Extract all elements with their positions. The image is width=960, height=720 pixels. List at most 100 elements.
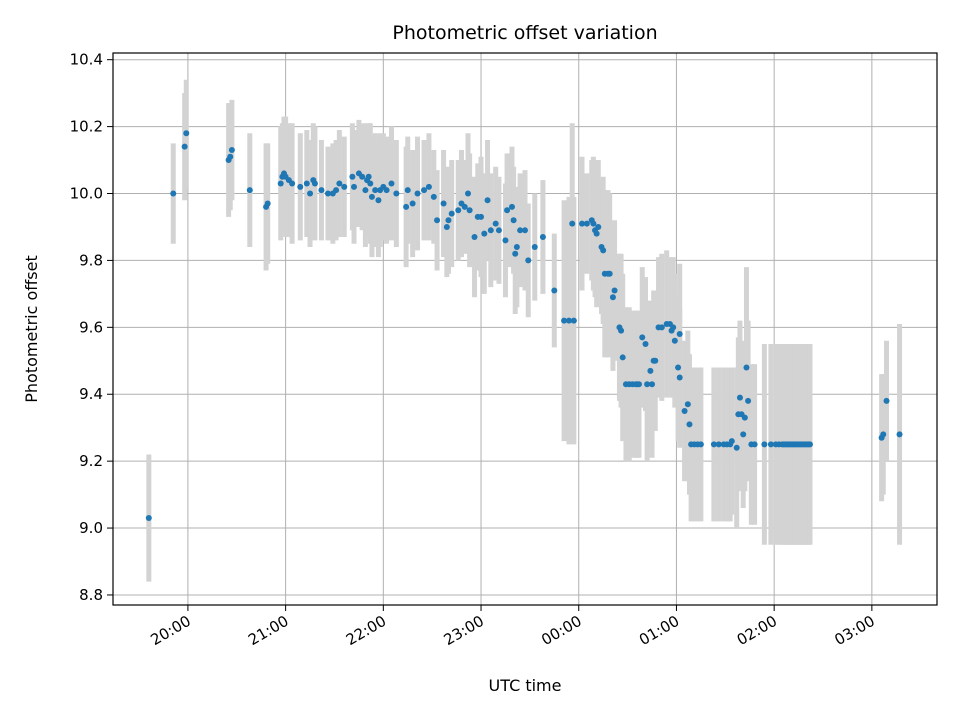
data-point <box>639 334 646 341</box>
x-tick-label: 23:00 <box>441 612 487 649</box>
x-tick-label: 21:00 <box>245 612 291 649</box>
chart-title: Photometric offset variation <box>392 22 657 44</box>
data-point <box>565 317 572 324</box>
data-point <box>289 180 296 187</box>
data-point <box>403 203 410 210</box>
data-point <box>561 317 568 324</box>
data-point <box>635 381 642 388</box>
data-point <box>434 217 441 224</box>
data-point <box>430 193 437 200</box>
data-point <box>404 187 411 194</box>
data-point <box>145 515 152 522</box>
data-point <box>740 431 747 438</box>
data-point <box>647 367 654 374</box>
data-point <box>539 234 546 240</box>
data-point <box>388 180 395 187</box>
data-point <box>642 341 649 348</box>
data-point <box>606 270 613 277</box>
data-point <box>362 187 369 194</box>
data-point <box>227 153 234 160</box>
y-axis-title: Photometric offset <box>22 255 41 403</box>
error-bars <box>146 79 903 582</box>
data-point <box>736 394 743 401</box>
data-point <box>751 441 758 448</box>
x-tick-label: 20:00 <box>147 612 193 649</box>
data-point <box>170 190 177 197</box>
data-point <box>896 431 903 438</box>
data-point <box>478 213 485 220</box>
data-point <box>307 190 314 197</box>
y-tick-label: 9.8 <box>79 251 103 269</box>
data-point <box>318 187 325 194</box>
data-point <box>508 203 515 210</box>
data-point <box>471 234 478 240</box>
data-point <box>303 180 310 187</box>
data-point <box>183 130 190 137</box>
x-tick-label: 00:00 <box>538 612 584 649</box>
data-point <box>676 374 683 381</box>
data-point <box>440 200 447 207</box>
data-point <box>368 193 375 200</box>
data-point <box>743 364 750 371</box>
grid-lines <box>113 53 937 605</box>
data-point <box>741 414 748 421</box>
data-point <box>618 327 625 334</box>
data-point <box>443 223 450 230</box>
data-point <box>644 381 651 388</box>
data-point <box>681 407 688 414</box>
data-point <box>551 287 558 294</box>
data-point <box>761 441 768 448</box>
data-point <box>359 173 366 180</box>
data-point <box>311 180 318 187</box>
data-point <box>465 190 472 197</box>
data-point <box>715 441 722 448</box>
data-point <box>684 401 691 408</box>
data-point <box>487 227 494 234</box>
data-point <box>583 220 590 227</box>
data-point <box>324 190 331 197</box>
data-point <box>466 207 473 214</box>
data-point <box>246 187 253 194</box>
data-point <box>510 217 517 224</box>
data-point <box>531 244 538 251</box>
plot-frame <box>112 52 938 606</box>
data-point <box>569 220 576 227</box>
data-point <box>880 431 887 438</box>
x-axis-ticks: 20:00 21:00 22:00 23:00 00:00 01:00 02:00 03:00 <box>147 605 878 649</box>
y-tick-label: 10.0 <box>70 185 103 203</box>
y-tick-label: 9.0 <box>79 519 103 537</box>
data-point <box>578 220 585 227</box>
y-tick-label: 8.8 <box>79 586 103 604</box>
data-point <box>745 397 752 404</box>
data-point <box>393 190 400 197</box>
data-point <box>414 190 421 197</box>
data-point <box>351 183 358 190</box>
data-point <box>611 287 618 294</box>
data-point <box>670 324 677 331</box>
data-point <box>686 421 693 428</box>
data-point <box>512 250 519 257</box>
data-point <box>375 197 382 204</box>
y-tick-label: 9.2 <box>79 452 103 470</box>
data-point <box>590 220 597 227</box>
data-point <box>728 438 735 445</box>
data-point <box>448 210 455 217</box>
x-tick-label: 01:00 <box>636 612 682 649</box>
data-point <box>767 441 774 448</box>
data-point <box>181 143 188 150</box>
data-point <box>522 227 528 234</box>
x-axis-title: UTC time <box>489 676 562 695</box>
data-point <box>697 441 704 448</box>
data-point <box>570 317 577 324</box>
data-point <box>367 180 374 187</box>
data-point <box>502 237 509 244</box>
data-point <box>710 441 717 448</box>
data-point <box>733 444 740 451</box>
data-point <box>383 187 390 194</box>
x-tick-label: 03:00 <box>831 612 877 649</box>
data-point <box>525 257 532 264</box>
data-point <box>495 227 502 234</box>
x-tick-label: 22:00 <box>343 612 389 649</box>
data-point <box>264 200 271 207</box>
data-point <box>461 203 468 210</box>
